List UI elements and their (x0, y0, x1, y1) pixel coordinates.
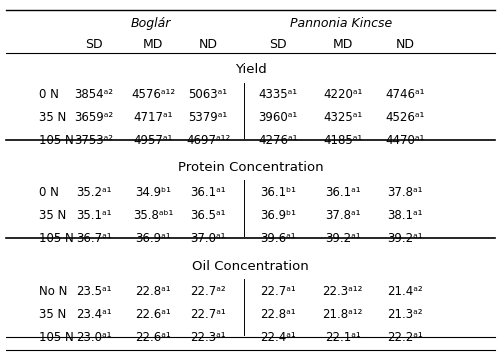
Text: 36.9ᵃ¹: 36.9ᵃ¹ (136, 232, 171, 245)
Text: 36.1ᵃ¹: 36.1ᵃ¹ (190, 186, 226, 199)
Text: 3753ᵃ²: 3753ᵃ² (74, 134, 113, 147)
Text: No N: No N (39, 285, 67, 298)
Text: Boglár: Boglár (131, 17, 171, 30)
Text: Oil Concentration: Oil Concentration (192, 260, 309, 273)
Text: Pannonia Kincse: Pannonia Kincse (290, 17, 393, 30)
Text: ND: ND (199, 38, 217, 52)
Text: 4957ᵃ¹: 4957ᵃ¹ (134, 134, 173, 147)
Text: 4526ᵃ¹: 4526ᵃ¹ (385, 111, 425, 124)
Text: 35.1ᵃ¹: 35.1ᵃ¹ (76, 209, 111, 222)
Text: 3659ᵃ²: 3659ᵃ² (74, 111, 113, 124)
Text: SD: SD (269, 38, 287, 52)
Text: 3854ᵃ²: 3854ᵃ² (74, 88, 113, 101)
Text: 105 N: 105 N (39, 134, 74, 147)
Text: 37.8ᵃ¹: 37.8ᵃ¹ (387, 186, 423, 199)
Text: SD: SD (85, 38, 102, 52)
Text: 39.2ᵃ¹: 39.2ᵃ¹ (325, 232, 361, 245)
Text: 22.6ᵃ¹: 22.6ᵃ¹ (135, 308, 171, 321)
Text: ND: ND (395, 38, 414, 52)
Text: 38.1ᵃ¹: 38.1ᵃ¹ (387, 209, 423, 222)
Text: 105 N: 105 N (39, 331, 74, 344)
Text: 4185ᵃ¹: 4185ᵃ¹ (323, 134, 362, 147)
Text: 34.9ᵇ¹: 34.9ᵇ¹ (135, 186, 171, 199)
Text: 39.6ᵃ¹: 39.6ᵃ¹ (260, 232, 296, 245)
Text: 3960ᵃ¹: 3960ᵃ¹ (259, 111, 298, 124)
Text: 22.8ᵃ¹: 22.8ᵃ¹ (136, 285, 171, 298)
Text: 36.1ᵇ¹: 36.1ᵇ¹ (260, 186, 296, 199)
Text: 0 N: 0 N (39, 88, 59, 101)
Text: 37.8ᵃ¹: 37.8ᵃ¹ (325, 209, 360, 222)
Text: 4697ᵃ¹²: 4697ᵃ¹² (186, 134, 230, 147)
Text: 4220ᵃ¹: 4220ᵃ¹ (323, 88, 362, 101)
Text: 23.4ᵃ¹: 23.4ᵃ¹ (76, 308, 111, 321)
Text: 21.4ᵃ²: 21.4ᵃ² (387, 285, 423, 298)
Text: 22.7ᵃ¹: 22.7ᵃ¹ (260, 285, 296, 298)
Text: 22.3ᵃ¹: 22.3ᵃ¹ (190, 331, 226, 344)
Text: 35 N: 35 N (39, 209, 66, 222)
Text: 35 N: 35 N (39, 308, 66, 321)
Text: MD: MD (333, 38, 353, 52)
Text: Protein Concentration: Protein Concentration (178, 161, 323, 174)
Text: 5379ᵃ¹: 5379ᵃ¹ (188, 111, 228, 124)
Text: 4746ᵃ¹: 4746ᵃ¹ (385, 88, 425, 101)
Text: 22.8ᵃ¹: 22.8ᵃ¹ (260, 308, 296, 321)
Text: 21.8ᵃ¹²: 21.8ᵃ¹² (323, 308, 363, 321)
Text: 22.7ᵃ²: 22.7ᵃ² (190, 285, 226, 298)
Text: 4335ᵃ¹: 4335ᵃ¹ (259, 88, 298, 101)
Text: MD: MD (143, 38, 163, 52)
Text: 5063ᵃ¹: 5063ᵃ¹ (188, 88, 228, 101)
Text: 4717ᵃ¹: 4717ᵃ¹ (134, 111, 173, 124)
Text: 36.9ᵇ¹: 36.9ᵇ¹ (260, 209, 296, 222)
Text: Yield: Yield (234, 63, 267, 76)
Text: 36.5ᵃ¹: 36.5ᵃ¹ (190, 209, 226, 222)
Text: 37.0ᵃ¹: 37.0ᵃ¹ (190, 232, 226, 245)
Text: 36.1ᵃ¹: 36.1ᵃ¹ (325, 186, 361, 199)
Text: 21.3ᵃ²: 21.3ᵃ² (387, 308, 423, 321)
Text: 4325ᵃ¹: 4325ᵃ¹ (323, 111, 362, 124)
Text: 23.5ᵃ¹: 23.5ᵃ¹ (76, 285, 111, 298)
Text: 22.6ᵃ¹: 22.6ᵃ¹ (135, 331, 171, 344)
Text: 35.2ᵃ¹: 35.2ᵃ¹ (76, 186, 111, 199)
Text: 39.2ᵃ¹: 39.2ᵃ¹ (387, 232, 423, 245)
Text: 35.8ᵃᵇ¹: 35.8ᵃᵇ¹ (133, 209, 173, 222)
Text: 22.4ᵃ¹: 22.4ᵃ¹ (260, 331, 296, 344)
Text: 22.2ᵃ¹: 22.2ᵃ¹ (387, 331, 423, 344)
Text: 23.0ᵃ¹: 23.0ᵃ¹ (76, 331, 111, 344)
Text: 22.7ᵃ¹: 22.7ᵃ¹ (190, 308, 226, 321)
Text: 4470ᵃ¹: 4470ᵃ¹ (385, 134, 425, 147)
Text: 36.7ᵃ¹: 36.7ᵃ¹ (76, 232, 111, 245)
Text: 22.3ᵃ¹²: 22.3ᵃ¹² (323, 285, 363, 298)
Text: 4576ᵃ¹²: 4576ᵃ¹² (131, 88, 175, 101)
Text: 0 N: 0 N (39, 186, 59, 199)
Text: 22.1ᵃ¹: 22.1ᵃ¹ (325, 331, 361, 344)
Text: 35 N: 35 N (39, 111, 66, 124)
Text: 105 N: 105 N (39, 232, 74, 245)
Text: 4276ᵃ¹: 4276ᵃ¹ (258, 134, 298, 147)
